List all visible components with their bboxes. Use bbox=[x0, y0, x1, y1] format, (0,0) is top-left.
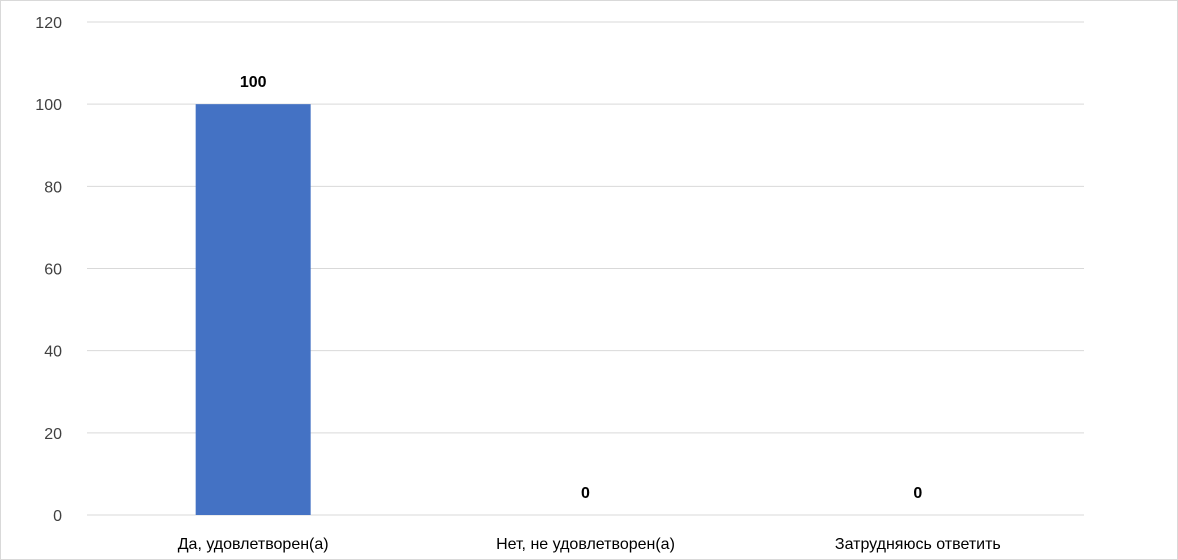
bar-0 bbox=[195, 104, 311, 516]
y-tick-label-0: 0 bbox=[53, 508, 62, 525]
y-tick-label-40: 40 bbox=[44, 344, 62, 361]
data-label-2: 0 bbox=[913, 485, 922, 502]
y-tick-label-120: 120 bbox=[35, 15, 62, 32]
category-label-1: Нет, не удовлетворен(а) bbox=[496, 536, 675, 553]
bars bbox=[195, 104, 311, 516]
category-label-2: Затрудняюсь ответить bbox=[835, 536, 1001, 553]
category-labels: Да, удовлетворен(а) Нет, не удовлетворен(… bbox=[178, 536, 1001, 553]
y-tick-label-100: 100 bbox=[35, 97, 62, 114]
data-labels: 100 0 0 bbox=[240, 74, 923, 502]
category-label-0: Да, удовлетворен(а) bbox=[178, 536, 329, 553]
y-axis-tick-labels: 0 20 40 60 80 100 120 bbox=[35, 15, 62, 525]
y-tick-label-60: 60 bbox=[44, 262, 62, 279]
data-label-1: 0 bbox=[581, 485, 590, 502]
y-tick-label-80: 80 bbox=[44, 179, 62, 196]
y-tick-label-20: 20 bbox=[44, 426, 62, 443]
data-label-0: 100 bbox=[240, 74, 267, 91]
